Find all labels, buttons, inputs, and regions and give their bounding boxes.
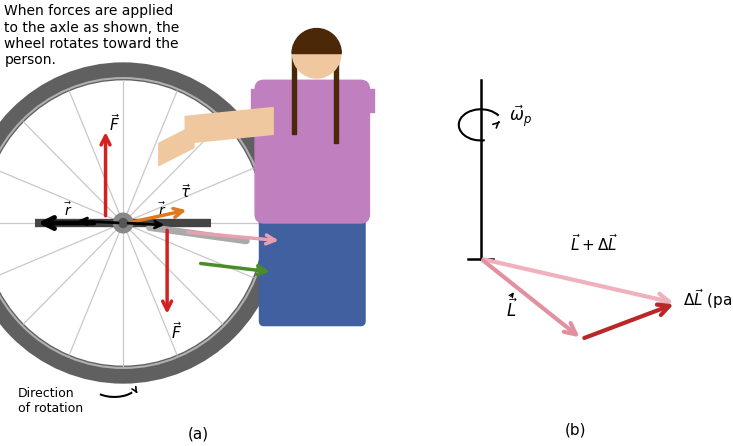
Circle shape <box>292 29 341 78</box>
Text: When forces are applied
to the axle as shown, the
wheel rotates toward the
perso: When forces are applied to the axle as s… <box>4 4 180 67</box>
Text: (b): (b) <box>564 422 586 437</box>
Text: $\vec{F}$: $\vec{F}$ <box>171 321 182 342</box>
Circle shape <box>119 219 128 227</box>
Text: $\Delta\vec{L}$ (parallel to $\vec{\tau}$): $\Delta\vec{L}$ (parallel to $\vec{\tau}… <box>682 287 733 311</box>
FancyBboxPatch shape <box>259 201 365 326</box>
Text: Direction
of rotation: Direction of rotation <box>18 387 83 415</box>
Text: $\vec{L} + \Delta\vec{L}$: $\vec{L} + \Delta\vec{L}$ <box>570 233 619 254</box>
FancyBboxPatch shape <box>255 80 369 223</box>
Text: $\vec{L}$: $\vec{L}$ <box>273 259 284 280</box>
Circle shape <box>114 213 133 233</box>
Text: $\vec{F}$: $\vec{F}$ <box>109 113 120 134</box>
Wedge shape <box>292 29 342 54</box>
Text: $\vec{\omega}$: $\vec{\omega}$ <box>268 285 282 303</box>
Text: $\vec{r}$: $\vec{r}$ <box>64 201 73 219</box>
Text: $\vec{L}$: $\vec{L}$ <box>506 299 517 321</box>
Text: $\vec{r}$: $\vec{r}$ <box>158 201 167 219</box>
Text: $\vec{\tau}$: $\vec{\tau}$ <box>180 183 191 201</box>
Text: $\vec{\omega}_p$: $\vec{\omega}_p$ <box>509 103 532 129</box>
Text: (a): (a) <box>188 426 208 442</box>
